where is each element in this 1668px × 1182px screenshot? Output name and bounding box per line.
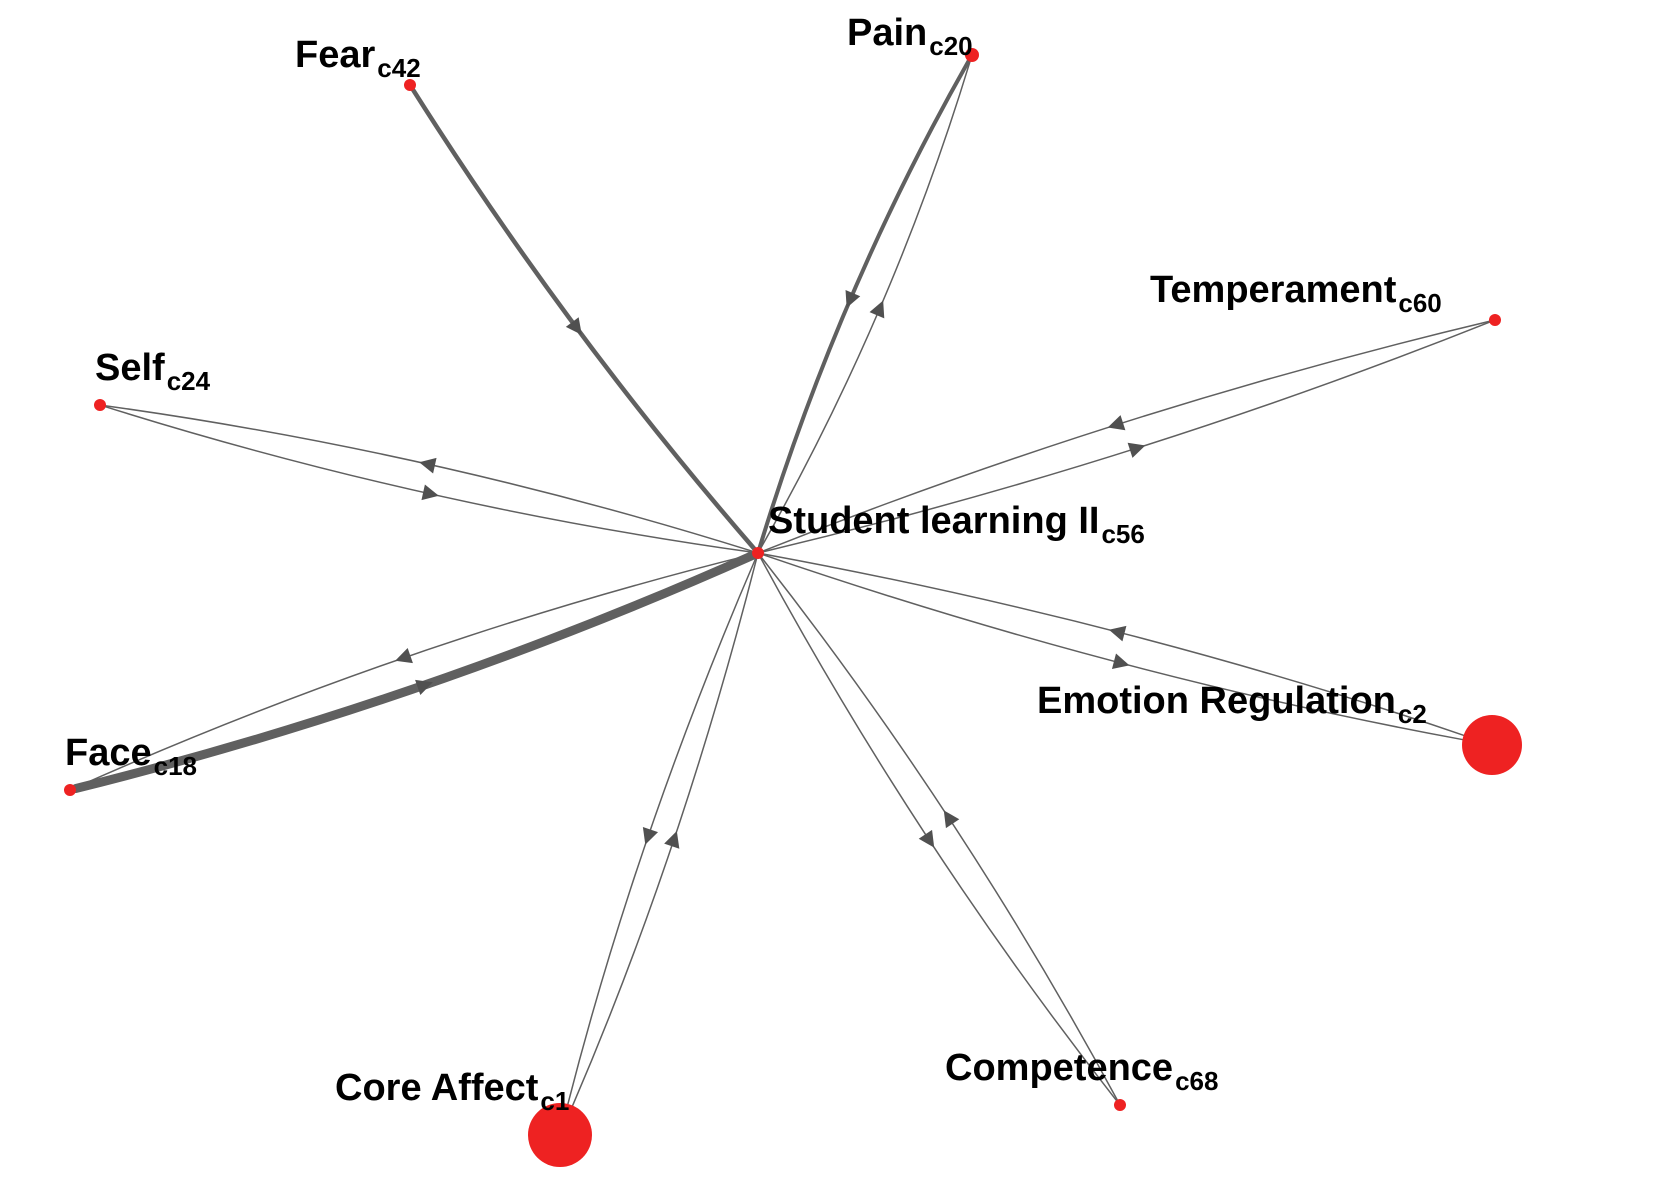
- label-core_affect-main: Core Affect: [335, 1067, 539, 1109]
- label-core_affect-sub: c1: [540, 1086, 569, 1116]
- label-student_learning-main: Student learning II: [768, 500, 1099, 542]
- node-face: [64, 784, 76, 796]
- node-emotion_regulation: [1462, 715, 1522, 775]
- label-pain-sub: c20: [929, 31, 972, 61]
- label-emotion_regulation: Emotion Regulationc2: [1037, 680, 1427, 729]
- label-core_affect: Core Affectc1: [335, 1067, 569, 1116]
- label-competence-main: Competence: [945, 1047, 1173, 1089]
- label-emotion_regulation-sub: c2: [1398, 699, 1427, 729]
- label-temperament-sub: c60: [1398, 288, 1441, 318]
- label-self-main: Self: [95, 347, 165, 389]
- network-diagram: Student learning IIc56 Fearc42 Painc20 Temp…: [0, 0, 1668, 1182]
- label-face-main: Face: [65, 732, 152, 774]
- node-temperament: [1489, 314, 1501, 326]
- node-self: [94, 399, 106, 411]
- label-pain-main: Pain: [847, 12, 927, 54]
- label-student_learning-sub: c56: [1101, 519, 1144, 549]
- label-competence-sub: c68: [1175, 1066, 1218, 1096]
- label-student_learning: Student learning IIc56: [768, 500, 1145, 549]
- node-competence: [1114, 1099, 1126, 1111]
- node-student_learning: [752, 547, 764, 559]
- label-face-sub: c18: [154, 751, 197, 781]
- label-fear-sub: c42: [377, 53, 420, 83]
- label-temperament-main: Temperament: [1150, 269, 1397, 311]
- label-emotion_regulation-main: Emotion Regulation: [1037, 680, 1396, 722]
- label-fear-main: Fear: [295, 34, 375, 76]
- label-self-sub: c24: [167, 366, 211, 396]
